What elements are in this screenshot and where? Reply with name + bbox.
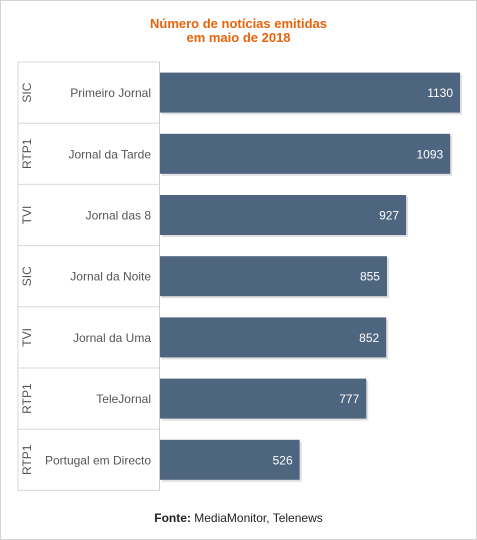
category-label: Jornal da Uma xyxy=(73,331,151,345)
group-label: RTP1 xyxy=(20,138,34,169)
group-label: TVI xyxy=(20,206,34,225)
bar-chart: 1130 Primeiro Jornal SIC 1093 Jornal da Tard… xyxy=(17,61,462,491)
group-label: SIC xyxy=(20,266,34,286)
bar xyxy=(160,195,407,235)
data-label: 1093 xyxy=(416,147,443,161)
group-label: RTP1 xyxy=(20,444,34,475)
data-label: 927 xyxy=(379,209,399,223)
group-label: RTP1 xyxy=(20,383,34,414)
source-text: MediaMonitor, Telenews xyxy=(194,511,323,525)
data-label: 1130 xyxy=(427,86,453,100)
chart-title: Número de notícias emitidas em maio de 2… xyxy=(1,17,476,45)
category-label: Jornal das 8 xyxy=(86,209,152,223)
category-label: Primeiro Jornal xyxy=(70,86,151,100)
source-label: Fonte: xyxy=(154,511,191,525)
category-label: Jornal da Noite xyxy=(70,270,151,284)
data-label: 855 xyxy=(360,270,380,284)
chart-source: Fonte: MediaMonitor, Telenews xyxy=(1,511,476,525)
group-label: SIC xyxy=(20,82,34,102)
category-label: Portugal em Directo xyxy=(45,453,151,467)
chart-title-line-1: Número de notícias emitidas xyxy=(150,16,327,31)
chart-title-line-2: em maio de 2018 xyxy=(186,30,291,45)
bar xyxy=(160,378,367,419)
bar xyxy=(160,133,451,174)
label-panel xyxy=(18,62,160,491)
bar xyxy=(160,439,300,480)
data-label: 526 xyxy=(273,453,293,467)
bar xyxy=(160,72,460,113)
group-label: TVI xyxy=(20,328,34,347)
data-label: 777 xyxy=(339,392,359,406)
category-label: TeleJornal xyxy=(96,392,151,406)
data-label: 852 xyxy=(359,331,379,345)
bar xyxy=(160,256,387,297)
category-label: Jornal da Tarde xyxy=(69,147,152,161)
bar xyxy=(160,317,387,358)
